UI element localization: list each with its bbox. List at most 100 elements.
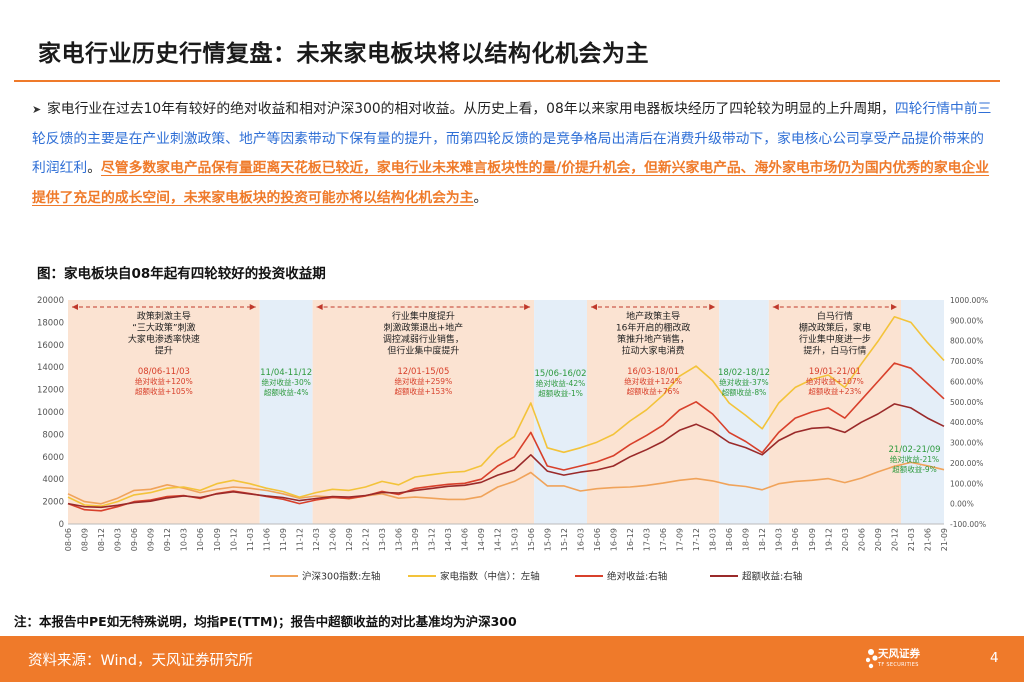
- left-tick-label: 18000: [37, 318, 64, 328]
- period-stat: 21/02-21/09: [888, 445, 940, 455]
- period-stat: 11/04-11/12: [260, 368, 312, 378]
- right-tick-label: 0.00%: [950, 500, 974, 509]
- period-stat: 18/02-18/12: [718, 368, 770, 378]
- period-stat: 绝对收益-37%: [719, 377, 768, 387]
- period-description: 地产政策主导: [626, 310, 680, 322]
- series-line-1: [67, 316, 945, 507]
- legend-label-2: 绝对收益:右轴: [607, 571, 667, 583]
- left-tick-label: 12000: [37, 386, 64, 396]
- logo-text: 天风证券: [878, 648, 920, 660]
- x-tick-label: 14-06: [461, 528, 470, 551]
- x-tick-label: 12-06: [328, 528, 337, 551]
- footer-bar: 资料来源：Wind，天风证券研究所 天风证券 TF SECURITIES 4: [0, 636, 1024, 682]
- paragraph-intro: 家电行业在过去10年有较好的绝对收益和相对沪深300的相对收益。从历史上看，08…: [47, 101, 895, 117]
- x-tick-label: 21-03: [907, 528, 916, 551]
- x-tick-label: 18-09: [742, 528, 751, 551]
- x-tick-label: 15-03: [510, 528, 519, 551]
- right-tick-label: 1000.00%: [950, 296, 988, 305]
- x-tick-label: 20-12: [890, 528, 899, 551]
- period-stat: 绝对收益-42%: [536, 378, 585, 388]
- left-tick-label: 0: [59, 520, 64, 530]
- period-stat: 超额收益+23%: [808, 386, 861, 396]
- period-description: 棚改政策后，家电: [799, 322, 871, 334]
- footnote: 注：本报告中PE如无特殊说明，均指PE(TTM)；报告中超额收益的对比基准均为沪…: [14, 614, 517, 629]
- x-tick-label: 17-12: [692, 528, 701, 551]
- period-stat: 超额收益-8%: [722, 387, 767, 397]
- x-tick-label: 12-12: [362, 528, 371, 551]
- right-tick-label: 400.00%: [950, 418, 983, 427]
- figure-title: 图：家电板块自08年起有四轮较好的投资收益期: [37, 266, 326, 282]
- x-tick-label: 16-09: [609, 528, 618, 551]
- x-tick-label: 16-12: [626, 528, 635, 551]
- x-tick-label: 15-12: [560, 528, 569, 551]
- paragraph-blue-text: 四轮行情中前三轮反馈的主要是在产业刺激政策、地产等因素带动下保有量的提升，而第四…: [32, 101, 992, 177]
- right-tick-label: 100.00%: [950, 479, 983, 488]
- logo-subtext: TF SECURITIES: [878, 662, 919, 668]
- period-description: 拉动大家电消费: [622, 345, 685, 357]
- bullet-icon: ➤: [32, 103, 42, 116]
- x-tick-label: 10-03: [180, 528, 189, 551]
- period-description: 政策刺激主导: [137, 310, 191, 322]
- legend-label-1: 家电指数（中信）：左轴: [440, 571, 540, 583]
- x-tick-label: 19-09: [808, 528, 817, 551]
- period-description: 刺激政策退出+地产: [384, 322, 464, 334]
- period-arrow-left-2: [316, 304, 323, 310]
- period-band-7: [901, 300, 944, 524]
- period-description: 行业集中度提升: [392, 310, 455, 322]
- x-tick-label: 08-12: [97, 528, 106, 551]
- paragraph-orange-text: 尽管多数家电产品保有量距离天花板已较近，家电行业未来难言板块性的量/价提升机会，…: [32, 160, 990, 206]
- x-tick-label: 09-12: [163, 528, 172, 551]
- series-line-0: [67, 461, 945, 505]
- period-arrow-left-0: [72, 304, 78, 310]
- left-tick-label: 20000: [37, 296, 64, 306]
- x-tick-label: 08-06: [64, 528, 73, 551]
- title-divider: [14, 80, 1000, 82]
- page-number: 4: [990, 650, 999, 666]
- period-arrow-left-6: [772, 304, 779, 310]
- x-tick-label: 19-03: [775, 528, 784, 551]
- period-description: 提升: [155, 346, 173, 357]
- x-tick-label: 17-06: [659, 528, 668, 551]
- period-stat: 绝对收益+259%: [394, 376, 452, 386]
- x-tick-label: 10-12: [229, 528, 238, 551]
- x-tick-label: 11-12: [295, 528, 304, 551]
- left-tick-label: 4000: [42, 475, 64, 485]
- x-tick-label: 11-06: [262, 528, 271, 551]
- right-tick-label: 900.00%: [950, 316, 983, 325]
- period-stat: 08/06-11/03: [138, 367, 190, 377]
- period-stat: 超额收益-4%: [264, 387, 309, 397]
- x-tick-label: 16-03: [576, 528, 585, 551]
- x-tick-label: 12-03: [312, 528, 321, 551]
- right-tick-label: -100.00%: [950, 520, 986, 529]
- period-stat: 19/01-21/01: [809, 367, 861, 377]
- x-tick-label: 21-06: [923, 528, 932, 551]
- period-stat: 超额收益-9%: [892, 464, 937, 474]
- left-tick-label: 8000: [42, 430, 64, 440]
- legend-label-3: 超额收益:右轴: [742, 571, 802, 583]
- x-tick-label: 18-06: [725, 528, 734, 551]
- period-band-4: [586, 300, 720, 524]
- x-tick-label: 11-03: [246, 528, 255, 551]
- x-tick-label: 16-06: [593, 528, 602, 551]
- x-tick-label: 11-09: [279, 528, 288, 551]
- x-tick-label: 18-03: [709, 528, 718, 551]
- x-tick-label: 19-12: [824, 528, 833, 551]
- x-tick-label: 08-09: [81, 528, 90, 551]
- x-tick-label: 14-12: [494, 528, 503, 551]
- tf-logo-icon: [866, 649, 878, 669]
- period-stat: 超额收益+76%: [627, 386, 680, 396]
- right-tick-label: 500.00%: [950, 398, 983, 407]
- x-tick-label: 17-09: [676, 528, 685, 551]
- period-stat: 绝对收益+107%: [806, 376, 864, 386]
- period-stat: 超额收益+105%: [135, 386, 193, 396]
- x-tick-label: 13-03: [378, 528, 387, 551]
- period-description: 调控减弱行业销售，: [383, 333, 464, 345]
- period-description: 但行业集中度提升: [387, 345, 459, 357]
- x-tick-label: 14-09: [477, 528, 486, 551]
- page-title: 家电行业历史行情复盘：未来家电板块将以结构化机会为主: [38, 41, 649, 67]
- x-tick-label: 19-06: [791, 528, 800, 551]
- right-tick-label: 800.00%: [950, 337, 983, 346]
- period-description: “三大政策”刺激: [132, 322, 195, 334]
- period-stat: 16/03-18/01: [627, 367, 679, 377]
- period-stat: 绝对收益+120%: [135, 376, 193, 386]
